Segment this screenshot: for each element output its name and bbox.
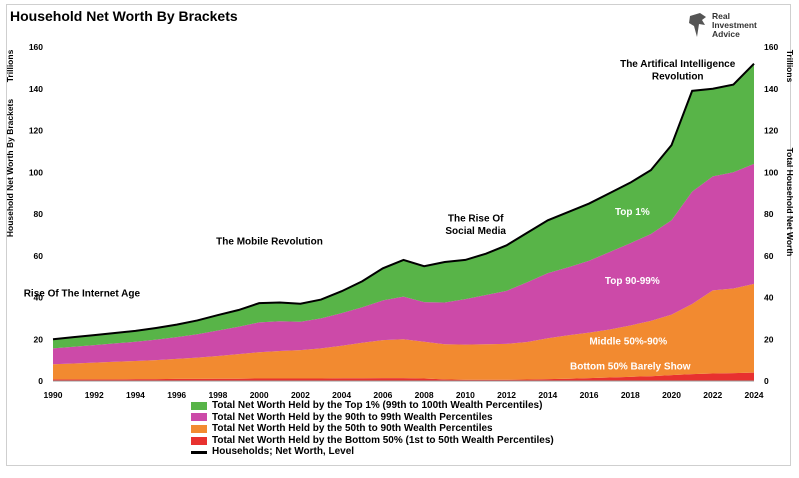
chart-title: Household Net Worth By Brackets xyxy=(10,8,238,24)
area-series-3 xyxy=(53,63,754,349)
x-tick-label: 2014 xyxy=(538,390,557,400)
band-label: Middle 50%-90% xyxy=(589,336,667,347)
y-axis-label-right: Total Household Net Worth xyxy=(785,148,795,257)
legend-label-bottom50: Total Net Worth Held by the Bottom 50% (… xyxy=(212,434,554,446)
y-tick-label-right: 80 xyxy=(764,209,774,219)
band-label: Bottom 50% Barely Show xyxy=(570,362,691,373)
legend-swatch-total xyxy=(191,450,207,454)
y-tick-label-left: 140 xyxy=(29,84,43,94)
legend: Total Net Worth Held by the Top 1% (99th… xyxy=(191,400,554,458)
y-tick-label-left: 20 xyxy=(34,334,44,344)
band-label: Top 90-99% xyxy=(605,276,660,287)
legend-item-bottom50: Total Net Worth Held by the Bottom 50% (… xyxy=(191,435,554,447)
x-tick-label: 1992 xyxy=(85,390,104,400)
x-tick-label: 1996 xyxy=(167,390,186,400)
y-tick-label-right: 140 xyxy=(764,84,778,94)
brand-line-2: Investment xyxy=(712,20,757,30)
legend-item-90-99: Total Net Worth Held by the 90th to 99th… xyxy=(191,412,554,424)
y-tick-label-right: 60 xyxy=(764,251,774,261)
legend-item-total: Households; Net Worth, Level xyxy=(191,446,554,458)
y-tick-label-left: 160 xyxy=(29,42,43,52)
legend-label-total: Households; Net Worth, Level xyxy=(212,446,355,458)
y-tick-label-right: 20 xyxy=(764,334,774,344)
x-tick-label: 2008 xyxy=(415,390,434,400)
chart-annotation: The Artifical Intelligence xyxy=(620,59,736,70)
x-tick-label: 2002 xyxy=(291,390,310,400)
x-tick-label: 2006 xyxy=(373,390,392,400)
legend-label-90-99: Total Net Worth Held by the 90th to 99th… xyxy=(212,411,493,423)
y-tick-label-left: 0 xyxy=(38,376,43,386)
x-tick-label: 1998 xyxy=(208,390,227,400)
area-series-0 xyxy=(53,372,754,381)
y-tick-label-right: 100 xyxy=(764,167,778,177)
x-tick-label: 2010 xyxy=(456,390,475,400)
x-tick-label: 2020 xyxy=(662,390,681,400)
x-tick-label: 2016 xyxy=(580,390,599,400)
y-tick-label-left: 80 xyxy=(34,209,44,219)
x-tick-label: 1990 xyxy=(44,390,63,400)
y-unit-right: Trillions xyxy=(785,50,795,83)
legend-item-50-90: Total Net Worth Held by the 50th to 90th… xyxy=(191,423,554,435)
chart-annotation: Revolution xyxy=(652,71,704,82)
area-series-1 xyxy=(53,283,754,380)
y-tick-label-right: 120 xyxy=(764,126,778,136)
y-unit-left: Trillions xyxy=(5,49,15,82)
legend-swatch-90-99 xyxy=(191,413,207,422)
x-tick-label: 2018 xyxy=(621,390,640,400)
legend-label-top1: Total Net Worth Held by the Top 1% (99th… xyxy=(212,400,543,411)
legend-swatch-top1 xyxy=(191,401,207,410)
legend-swatch-bottom50 xyxy=(191,436,207,445)
brand-line-3: Advice xyxy=(712,29,740,39)
chart-annotation: The Mobile Revolution xyxy=(216,236,323,247)
y-axis-label-left: Household Net Worth By Brackets xyxy=(5,99,15,238)
legend-item-top1: Total Net Worth Held by the Top 1% (99th… xyxy=(191,400,554,412)
x-tick-label: 2000 xyxy=(250,390,269,400)
x-tick-label: 2004 xyxy=(332,390,351,400)
chart-annotation: The Rise Of xyxy=(448,213,504,224)
y-tick-label-right: 40 xyxy=(764,293,774,303)
legend-swatch-50-90 xyxy=(191,424,207,433)
y-tick-label-left: 100 xyxy=(29,167,43,177)
brand-line-1: Real xyxy=(712,11,730,21)
y-tick-label-left: 40 xyxy=(34,293,44,303)
x-tick-label: 2024 xyxy=(745,390,764,400)
x-tick-label: 2012 xyxy=(497,390,516,400)
area-series-2 xyxy=(53,163,754,365)
total-net-worth-line xyxy=(52,62,755,341)
x-tick-label: 2022 xyxy=(703,390,722,400)
chart-annotation: Social Media xyxy=(445,226,506,237)
x-tick-label: 1994 xyxy=(126,390,145,400)
band-label: Top 1% xyxy=(615,207,650,218)
y-tick-label-right: 0 xyxy=(764,376,769,386)
chart-frame xyxy=(6,4,791,466)
legend-label-50-90: Total Net Worth Held by the 50th to 90th… xyxy=(212,423,493,435)
y-tick-label-left: 120 xyxy=(29,126,43,136)
brand-logo: Real Investment Advice xyxy=(688,12,757,39)
y-tick-label-right: 160 xyxy=(764,42,778,52)
eagle-icon xyxy=(689,13,706,37)
y-tick-label-left: 60 xyxy=(34,251,44,261)
chart-annotation: Rise Of The Internet Age xyxy=(24,288,141,299)
